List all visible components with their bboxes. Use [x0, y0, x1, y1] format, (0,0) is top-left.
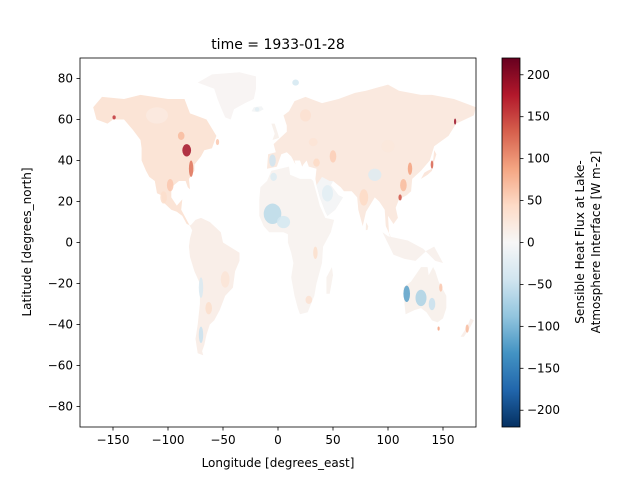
y-tick-label: 60 [58, 113, 73, 127]
colorbar-label-line-1: Sensible Heat Flux at Lake- [573, 160, 587, 324]
flux-hotspot-newfoundland [215, 139, 220, 146]
colorbar-tick-label: −50 [527, 277, 552, 291]
flux-hotspot-mongolia [381, 140, 395, 153]
flux-hotspot-canada-north [146, 107, 168, 124]
flux-hotspot-west-africa [276, 215, 291, 229]
flux-hotspot-patagonia [198, 326, 204, 343]
colorbar-tick-label: 100 [527, 152, 550, 166]
land-region-north-america [93, 94, 217, 227]
colorbar-tick-label: 150 [527, 110, 550, 124]
flux-hotspot-iberia [269, 154, 276, 167]
flux-hotspot-atlas [270, 172, 277, 181]
land-region-europe-asia [267, 84, 476, 241]
flux-hotspot-queensland-coast [439, 283, 443, 292]
flux-hotspot-scandinavia [300, 109, 311, 122]
x-tick-label: 150 [432, 433, 455, 447]
x-tick-label: 100 [377, 433, 400, 447]
flux-hotspot-texas [166, 178, 174, 192]
flux-hotspot-south-china-coast [398, 194, 402, 201]
land-region-south-america [188, 217, 240, 356]
flux-hotspot-new-zealand [465, 324, 469, 333]
y-tick-label: 0 [65, 236, 73, 250]
colorbar-tick-label: −100 [527, 319, 560, 333]
y-axis-label: Latitude [degrees_north] [20, 167, 34, 316]
colorbar-tick-label: 0 [527, 236, 535, 250]
flux-hotspot-yellow-sea [407, 162, 413, 175]
x-tick-label: −50 [210, 433, 235, 447]
x-tick-label: 0 [274, 433, 282, 447]
colorbar-axis: 200 150 100 50 0 −50 −100 −150 −200 [520, 68, 560, 417]
flux-hotspot-alaska-coast [112, 115, 116, 120]
flux-hotspot-west-australia [403, 285, 411, 302]
flux-hotspot-andes [198, 277, 204, 298]
land-region-indonesia [382, 232, 443, 263]
colorbar-tick-label: −150 [527, 361, 560, 375]
x-axis-label: Longitude [degrees_east] [202, 456, 355, 470]
flux-hotspot-us-east-coast [188, 160, 194, 177]
land-region-madagascar [326, 267, 333, 294]
land-region-africa [259, 166, 335, 315]
flux-hotspot-tasmania [437, 326, 440, 331]
y-axis: 80 60 40 20 0 −20 −40 −60 −80 [48, 72, 80, 414]
y-tick-label: −80 [48, 400, 73, 414]
flux-hotspot-great-lakes [182, 144, 192, 157]
flux-hotspot-arabia [322, 185, 333, 202]
flux-hotspot-caspian [329, 150, 337, 163]
flux-hotspot-great-artesian [428, 297, 436, 311]
y-tick-label: −60 [48, 359, 73, 373]
flux-hotspot-svalbard [292, 79, 299, 86]
flux-hotspot-hudson-bay-rim [177, 131, 185, 140]
y-tick-label: −20 [48, 277, 73, 291]
flux-hotspot-southern-africa [305, 295, 313, 304]
colorbar [501, 57, 521, 428]
colorbar-tick-label: −200 [527, 403, 560, 417]
colorbar-label-line-2: Atmosphere Interface [W m-2] [589, 151, 603, 334]
x-axis: −150 −100 −50 0 50 100 150 [97, 427, 455, 447]
y-tick-label: −40 [48, 318, 73, 332]
land-region-britain [271, 123, 280, 140]
flux-hotspot-sahara [263, 203, 282, 225]
y-tick-label: 40 [58, 154, 73, 168]
flux-hotspot-japan-sea [430, 160, 434, 169]
map-layer [93, 72, 476, 356]
flux-hotspot-india [359, 189, 369, 206]
land-region-japan [421, 150, 437, 179]
flux-hotspot-brazil [220, 271, 230, 288]
x-tick-label: −150 [97, 433, 130, 447]
flux-hotspot-argentina [205, 301, 212, 315]
flux-hotspot-east-africa [313, 246, 318, 259]
flux-hotspot-ukraine [308, 138, 318, 147]
flux-hotspot-yangtze [400, 178, 407, 192]
y-tick-label: 80 [58, 72, 73, 86]
y-tick-label: 20 [58, 195, 73, 209]
colorbar-tick-label: 200 [527, 68, 550, 82]
x-tick-label: −100 [152, 433, 185, 447]
colorbar-tick-label: 50 [527, 194, 542, 208]
land-region-greenland [197, 72, 256, 120]
flux-hotspot-iceland [254, 107, 260, 112]
x-tick-label: 50 [325, 433, 340, 447]
flux-hotspot-kamchatka [454, 118, 457, 125]
flux-hotspot-turkey [313, 158, 320, 167]
chart-title: time = 1933-01-28 [211, 37, 345, 53]
flux-hotspot-mexico [160, 191, 167, 204]
land-region-sri-lanka [365, 222, 369, 231]
flux-hotspot-tibet [368, 168, 382, 181]
flux-hotspot-central-australia [415, 289, 427, 307]
